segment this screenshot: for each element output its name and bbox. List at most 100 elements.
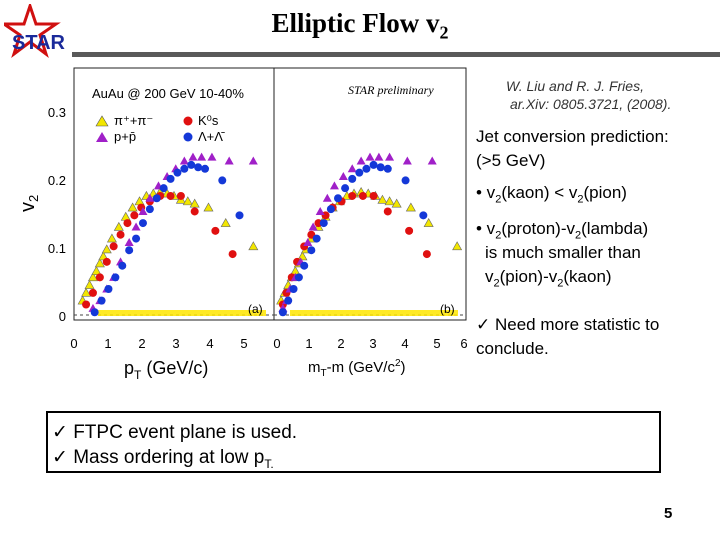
check-statistics-line-1: ✓ Need more statistic to: [476, 315, 660, 334]
data-point-series-1: [190, 207, 199, 216]
data-point-series-2: [374, 152, 384, 161]
data-point-series-3: [97, 296, 106, 305]
legend-label-lambda: Λ+Λ̄: [198, 129, 225, 144]
data-point-series-0: [127, 202, 138, 212]
data-point-series-1: [88, 288, 97, 297]
data-point-series-0: [391, 198, 402, 208]
data-point-series-2: [385, 152, 395, 161]
data-point-series-2: [322, 193, 332, 202]
data-point-series-3: [118, 261, 127, 270]
data-point-series-3: [166, 174, 175, 183]
panel-a-tag: (a): [248, 302, 263, 316]
legend-marker-proton: [96, 132, 108, 142]
data-point-series-3: [235, 211, 244, 220]
data-point-series-2: [347, 164, 357, 173]
jet-heading-2: (>5 GeV): [476, 151, 546, 170]
y-axis: 0 0.1 0.2 0.3: [48, 105, 66, 324]
data-point-series-1: [383, 207, 392, 216]
data-point-series-2: [338, 172, 348, 181]
data-point-series-3: [355, 168, 364, 177]
legend-label-pion: π⁺+π⁻: [114, 113, 153, 128]
conclusion-line-1: ✓ FTPC event plane is used.: [52, 422, 298, 443]
y-tick-label: 0.2: [48, 173, 66, 188]
data-point-series-3: [187, 160, 196, 169]
data-point-series-3: [132, 234, 141, 243]
data-point-series-3: [138, 219, 147, 228]
data-point-series-0: [405, 202, 416, 212]
data-point-series-1: [348, 191, 357, 200]
data-point-series-2: [308, 222, 318, 231]
data-point-series-0: [189, 198, 200, 208]
data-point-series-2: [315, 206, 325, 215]
data-point-series-0: [384, 196, 395, 206]
data-point-series-2: [224, 156, 234, 165]
data-point-series-3: [319, 219, 328, 228]
legend-label-kaon: K⁰s: [198, 113, 219, 128]
data-point-series-3: [383, 164, 392, 173]
page-number: 5: [664, 505, 673, 522]
data-point-series-3: [111, 273, 120, 282]
x-axis-title-b: mT-m (GeV/c2): [308, 358, 406, 379]
data-point-series-2: [207, 152, 217, 161]
data-point-series-0: [423, 217, 434, 227]
data-point-series-3: [348, 174, 357, 183]
x-tick-label: 0: [273, 336, 280, 351]
data-point-series-3: [145, 205, 154, 214]
data-point-series-2: [365, 152, 375, 161]
data-point-series-1: [166, 191, 175, 200]
jet-heading-1: Jet conversion prediction:: [476, 127, 669, 146]
data-point-series-3: [104, 284, 113, 293]
data-point-series-1: [405, 226, 414, 235]
bullet-proton-lambda: • v2(proton)-v2(lambda): [476, 219, 649, 242]
x-tick-label: 4: [401, 336, 408, 351]
data-point-series-0: [81, 287, 92, 297]
x-tick-label: 1: [104, 336, 111, 351]
data-point-series-3: [284, 296, 293, 305]
legend-marker-lambda: [183, 132, 193, 142]
star-logo-text: STAR: [12, 32, 66, 54]
bullet-proton-lambda-line-2: is much smaller than: [485, 243, 641, 262]
legend-marker-kaon: [183, 116, 193, 126]
data-point-series-3: [341, 184, 350, 193]
panel-b-tag: (b): [440, 302, 455, 316]
data-point-series-3: [278, 308, 287, 317]
data-point-series-2: [188, 152, 198, 161]
data-point-series-2: [131, 222, 141, 231]
x-axis-a: 0 1 2 3 4 5: [70, 336, 247, 351]
data-point-series-0: [91, 266, 102, 275]
panel-a-marks: [77, 152, 259, 317]
data-point-series-0: [377, 194, 388, 204]
data-point-series-2: [197, 152, 207, 161]
bullet-kaon-pion: • v2(kaon) < v2(pion): [476, 183, 627, 206]
data-point-series-3: [159, 184, 168, 193]
data-point-series-3: [369, 160, 378, 169]
panel-a-band: [98, 310, 266, 316]
data-point-series-1: [422, 250, 431, 259]
data-point-series-3: [294, 273, 303, 282]
conclusion-box: ✓ FTPC event plane is used. ✓ Mass order…: [46, 411, 661, 473]
data-point-series-1: [358, 191, 367, 200]
x-axis-title-a: pT (GeV/c): [124, 358, 208, 382]
legend-marker-pion: [95, 115, 109, 127]
conclusion-line-2: ✓ Mass ordering at low pT.: [52, 447, 274, 471]
data-point-series-1: [123, 219, 132, 228]
panel-b-marks: [276, 152, 463, 317]
data-point-series-0: [203, 202, 214, 212]
data-point-series-0: [94, 258, 105, 268]
data-point-series-3: [334, 194, 342, 203]
x-tick-label: 1: [305, 336, 312, 351]
legend-label-proton: p+p̄: [114, 129, 136, 144]
x-tick-label: 5: [433, 336, 440, 351]
data-point-series-3: [289, 284, 298, 293]
data-point-series-3: [90, 308, 99, 317]
x-tick-label: 3: [172, 336, 179, 351]
y-tick-label: 0.1: [48, 241, 66, 256]
bullet-pion-kaon: v2(pion)-v2(kaon): [485, 267, 612, 290]
data-point-series-0: [106, 233, 117, 243]
data-point-series-3: [201, 164, 210, 173]
x-tick-label: 2: [138, 336, 145, 351]
reference-line-1: W. Liu and R. J. Fries,: [506, 78, 644, 94]
data-point-series-3: [401, 176, 410, 185]
data-point-series-2: [179, 156, 189, 165]
x-tick-label: 6: [460, 336, 467, 351]
